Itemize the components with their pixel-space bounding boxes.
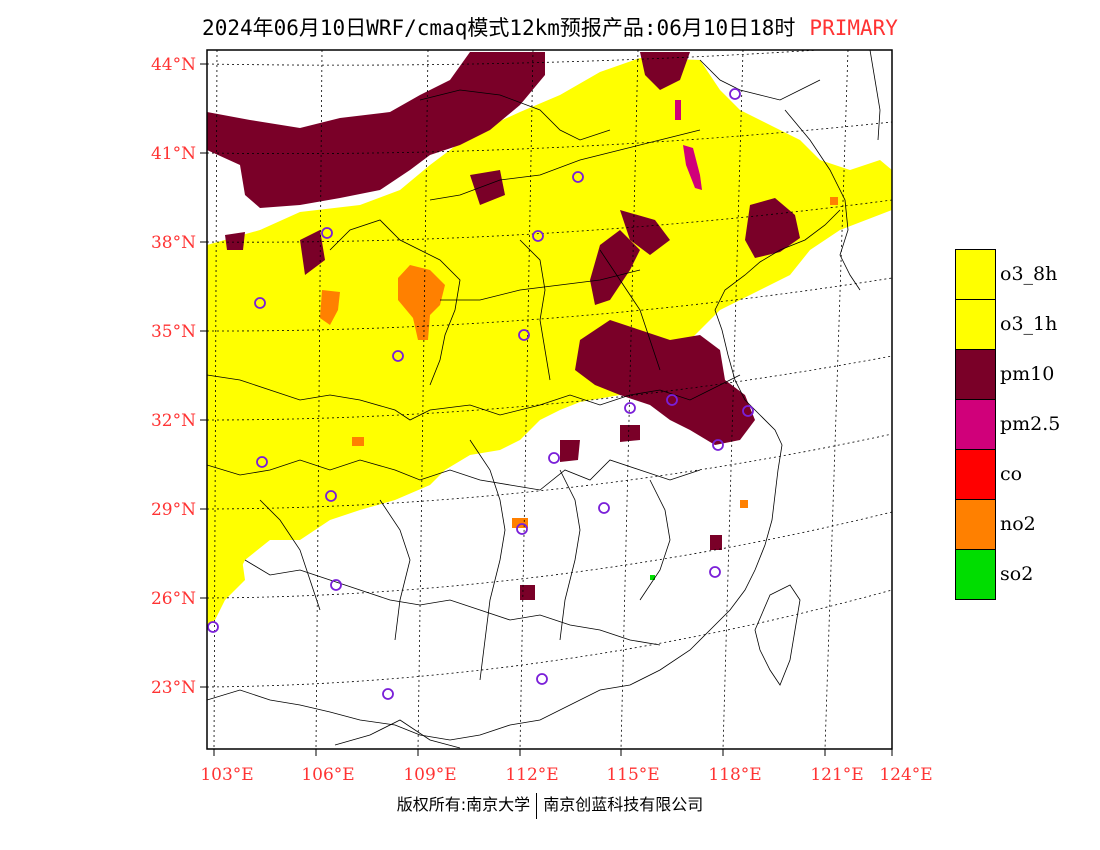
o3-area	[207, 58, 892, 625]
graticule	[207, 50, 892, 749]
map-title: 2024年06月10日WRF/cmaq模式12km预报产品:06月10日18时 P…	[0, 12, 1100, 42]
lat-label-29: 29°N	[150, 500, 196, 520]
lon-label-124: 124°E	[879, 765, 933, 785]
lat-label-38: 38°N	[150, 233, 196, 253]
footer-company: 南京创蓝科技有限公司	[543, 795, 704, 814]
legend-swatch	[955, 449, 996, 500]
province-borders	[207, 50, 881, 749]
lon-label-115: 115°E	[606, 765, 660, 785]
axis-ticks	[200, 63, 893, 756]
title-primary-tag: PRIMARY	[809, 16, 898, 40]
legend-item-co: co	[955, 449, 1076, 500]
legend-label: o3_1h	[1000, 313, 1058, 335]
legend-label: pm10	[1000, 363, 1055, 385]
map-frame	[206, 49, 893, 750]
lat-label-23: 23°N	[150, 678, 196, 698]
legend-label: pm2.5	[1000, 413, 1061, 435]
legend-label: o3_8h	[1000, 263, 1058, 285]
legend-swatch	[955, 349, 996, 400]
legend-item-pm25: pm2.5	[955, 399, 1076, 450]
legend-item-no2: no2	[955, 499, 1076, 550]
footer-separator	[536, 792, 538, 819]
station-markers	[207, 88, 754, 700]
lon-label-112: 112°E	[505, 765, 559, 785]
lat-label-41: 41°N	[150, 144, 196, 164]
lon-label-121: 121°E	[810, 765, 864, 785]
lon-label-109: 109°E	[403, 765, 457, 785]
legend-swatch	[955, 549, 996, 600]
footer-copyright: 版权所有:南京大学	[396, 795, 531, 814]
lat-label-35: 35°N	[150, 322, 196, 342]
legend-swatch	[955, 399, 996, 450]
legend-label: so2	[1000, 563, 1034, 585]
lon-label-103: 103°E	[200, 765, 254, 785]
legend-item-pm10: pm10	[955, 349, 1076, 400]
legend-swatch	[955, 499, 996, 550]
legend-swatch	[955, 299, 996, 350]
legend-label: co	[1000, 463, 1023, 485]
lat-label-26: 26°N	[150, 589, 196, 609]
legend-item-o3-1h: o3_1h	[955, 299, 1076, 350]
title-main: 2024年06月10日WRF/cmaq模式12km预报产品:06月10日18时	[202, 16, 796, 40]
copyright-footer: 版权所有:南京大学 南京创蓝科技有限公司	[0, 791, 1100, 819]
legend-label: no2	[1000, 513, 1036, 535]
so2-area	[650, 575, 655, 580]
lat-label-32: 32°N	[150, 411, 196, 431]
legend-item-o3-8h: o3_8h	[955, 249, 1076, 300]
legend-item-so2: so2	[955, 549, 1076, 600]
pm25-area	[675, 100, 702, 190]
lon-label-106: 106°E	[301, 765, 355, 785]
lat-label-44: 44°N	[150, 55, 196, 75]
lon-label-118: 118°E	[708, 765, 762, 785]
legend-swatch	[955, 249, 996, 300]
legend: o3_8h o3_1h pm10 pm2.5 co no2 so2	[955, 249, 1076, 600]
